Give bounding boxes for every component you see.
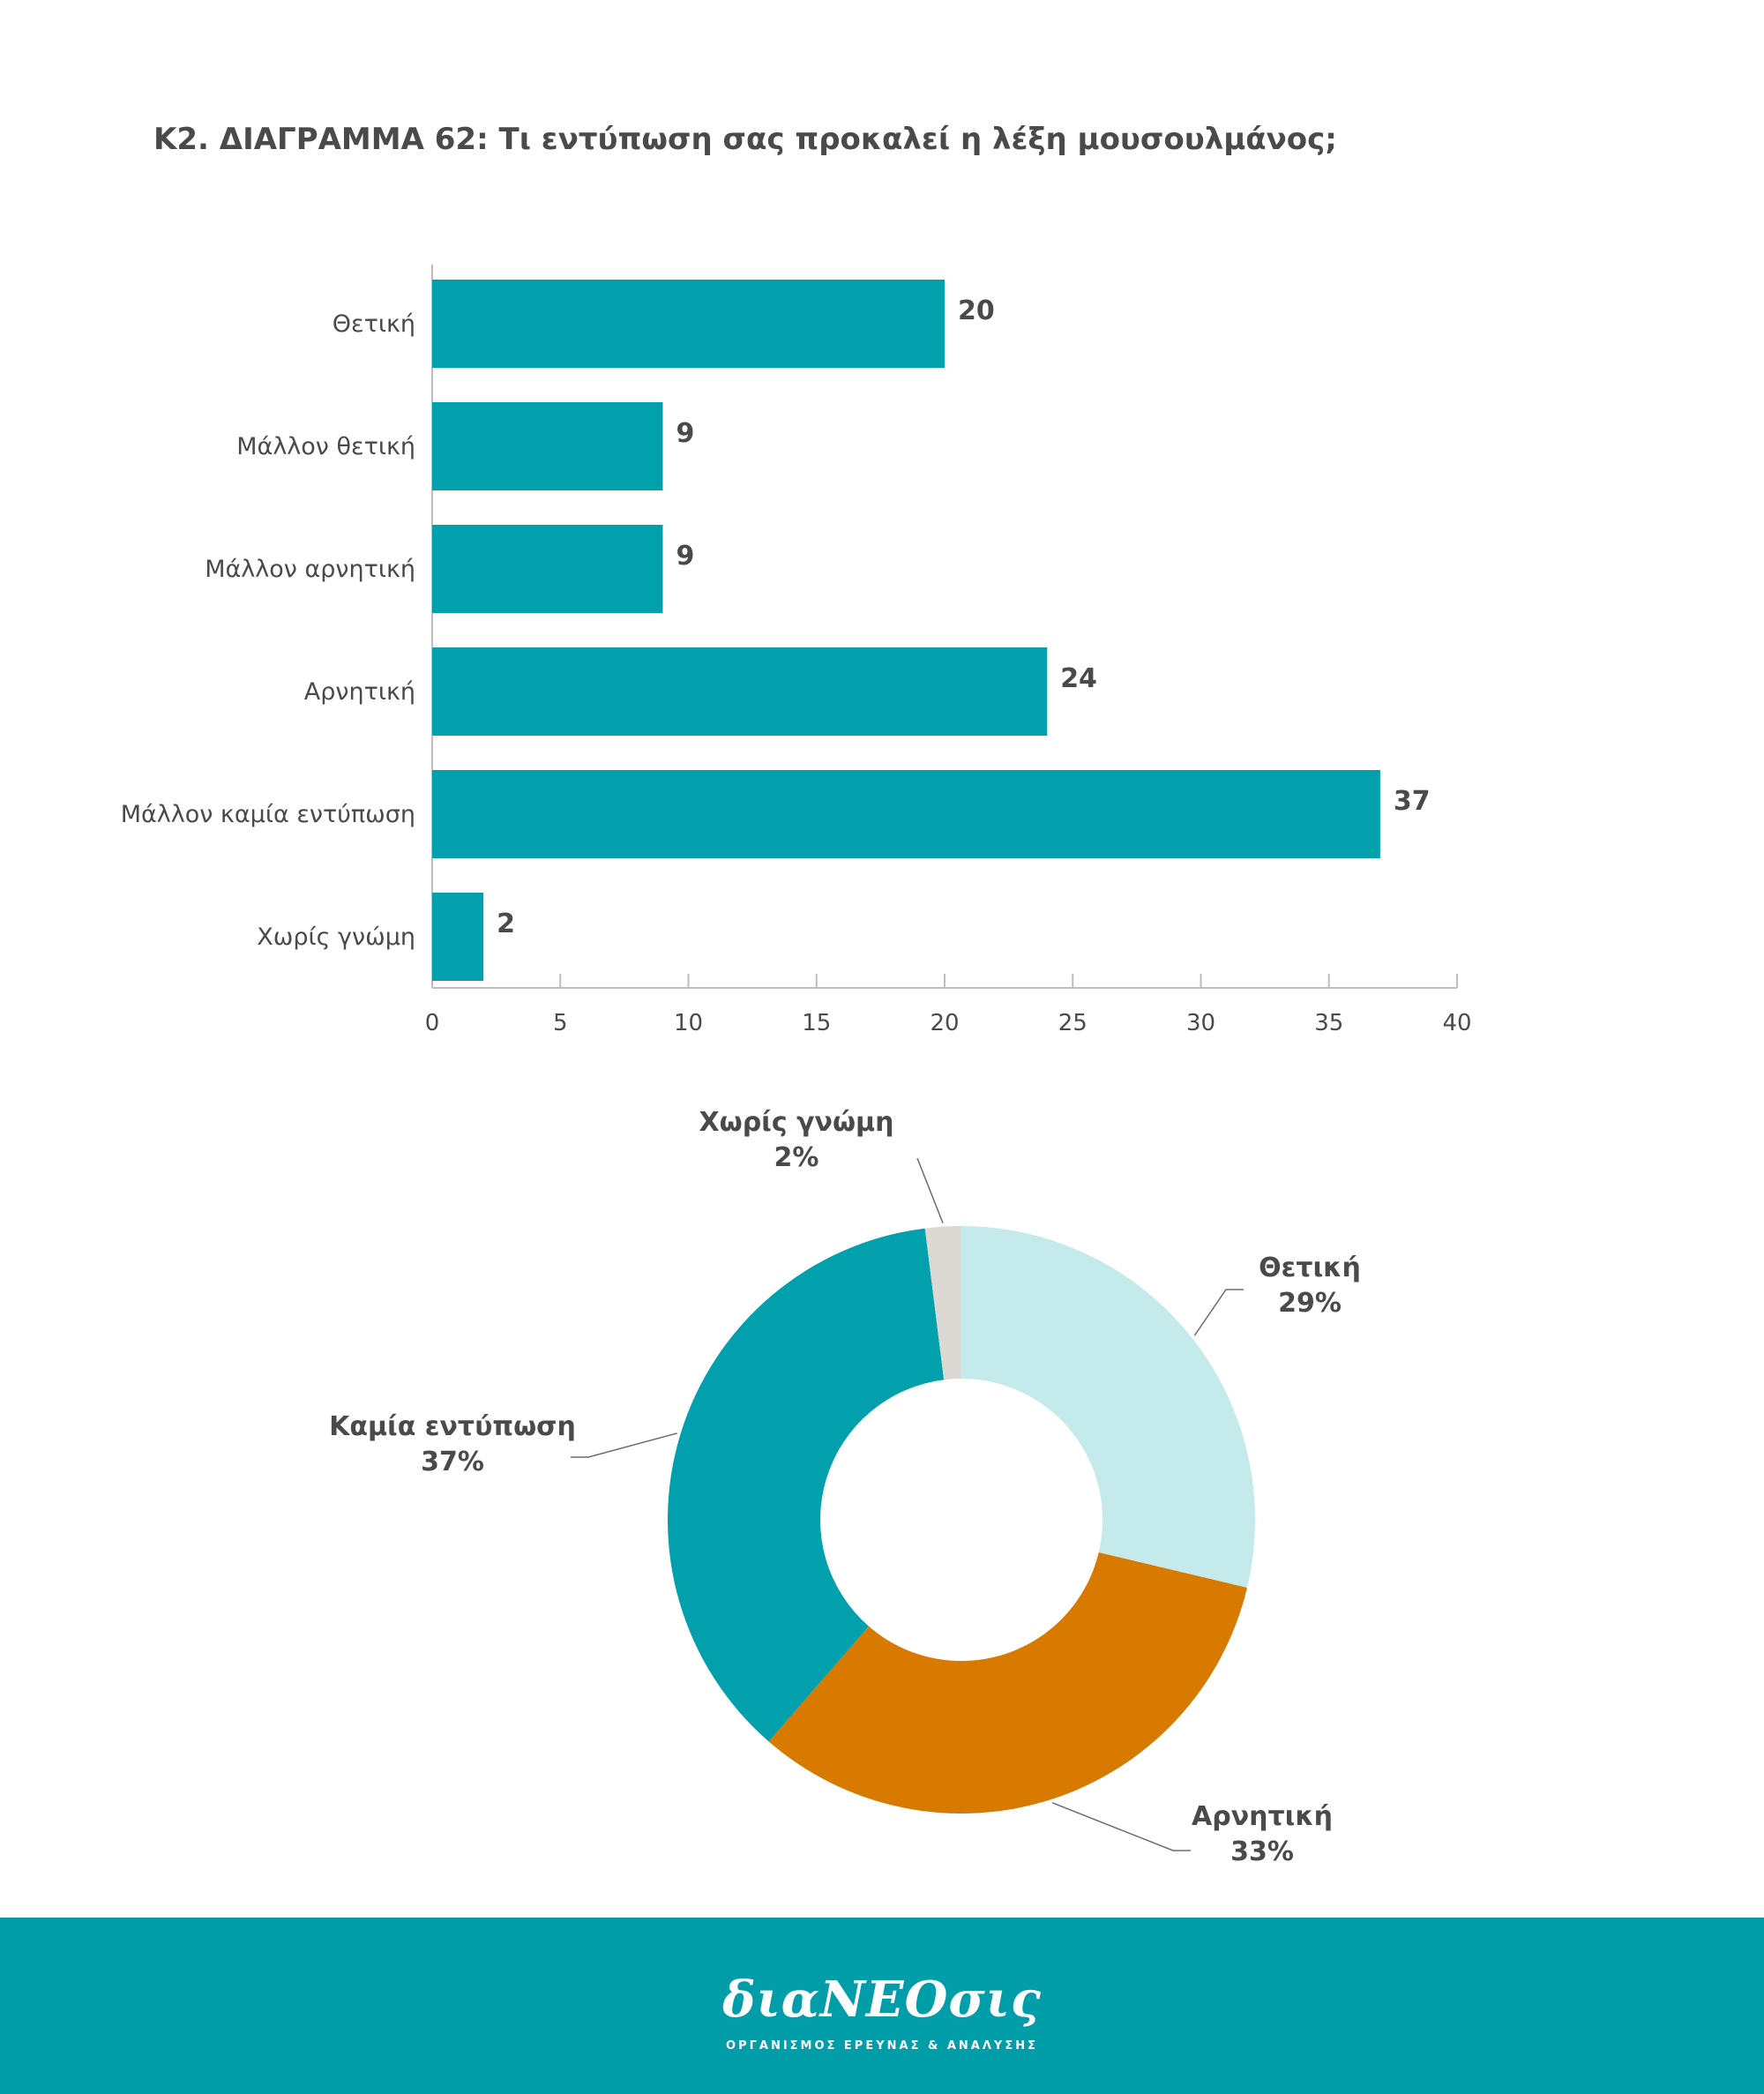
bar-value-label: 2 [497,909,515,939]
x-tick-label: 15 [802,1010,831,1036]
category-label: Θετική [333,310,415,338]
slice-name-label: Χωρίς γνώμη [699,1107,894,1138]
category-label: Χωρίς γνώμη [257,924,415,951]
x-tick-label: 10 [674,1010,703,1036]
bar [432,402,663,490]
bar-chart: 0 5 10 15 20 25 30 35 40 Θετική 20 Μάλλον θετική 9 Μά… [121,265,1472,1036]
x-tick-label: 5 [553,1010,568,1036]
bar-value-label: 37 [1394,786,1431,817]
leader-line [916,1157,944,1223]
slice-value-label: 37% [421,1447,484,1477]
slice-value-label: 33% [1230,1836,1294,1867]
category-label: Μάλλον αρνητική [205,556,415,583]
dianeosis-logo: διαΝΕΟσις [722,1971,1042,2029]
donut-slice [768,1552,1247,1814]
x-tick-label: 30 [1186,1010,1215,1036]
slice-value-label: 29% [1278,1288,1342,1319]
leader-line [1051,1802,1191,1851]
logo-tagline: ΟΡΓΑΝΙΣΜΟΣ ΕΡΕΥΝΑΣ & ΑΝΑΛΥΣΗΣ [726,2039,1038,2053]
leader-line [1193,1289,1244,1336]
x-tick-label: 35 [1314,1010,1343,1036]
bar-value-label: 9 [676,541,694,572]
bar [432,280,945,368]
slice-name-label: Θετική [1259,1253,1361,1283]
x-tick-label: 40 [1442,1010,1471,1036]
bar [432,647,1048,736]
category-label: Μάλλον καμία εντύπωση [121,801,415,828]
bar [432,525,663,613]
category-label: Αρνητική [304,678,415,706]
x-tick-label: 25 [1058,1010,1088,1036]
x-tick-label: 0 [425,1010,440,1036]
bar [432,770,1380,858]
footer-bar: διαΝΕΟσις ΟΡΓΑΝΙΣΜΟΣ ΕΡΕΥΝΑΣ & ΑΝΑΛΥΣΗΣ [0,1918,1764,2094]
slice-name-label: Αρνητική [1192,1801,1333,1832]
bar-value-label: 24 [1060,663,1097,694]
slice-value-label: 2% [774,1142,819,1173]
donut-slice [668,1228,945,1742]
category-label: Μάλλον θετική [236,433,415,460]
bar-value-label: 9 [676,418,694,449]
bar-value-label: 20 [958,295,995,326]
donut-chart: Θετική 29% Αρνητική 33% Καμία εντύπωση 37% Χωρ… [329,1107,1361,1867]
bar [432,893,484,981]
donut-slice [961,1226,1255,1588]
donut-slice [924,1226,961,1380]
chart-title: Κ2. ΔΙΑΓΡΑΜΜΑ 62: Τι εντύπωση σας προκαλ… [153,122,1337,157]
x-tick-label: 20 [930,1010,959,1036]
slice-name-label: Καμία εντύπωση [329,1411,576,1442]
leader-line [571,1432,677,1458]
